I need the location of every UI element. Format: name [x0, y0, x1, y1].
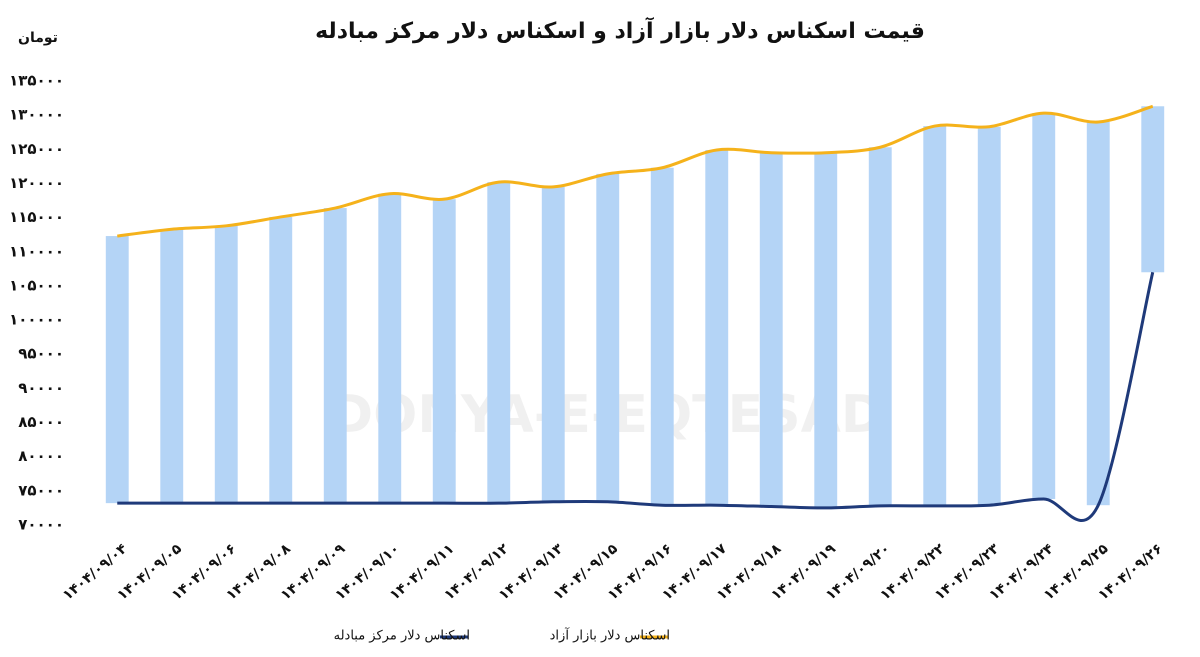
range-bar	[1032, 113, 1056, 500]
y-tick-label: ۹۰۰۰۰	[18, 379, 64, 397]
range-bar	[160, 229, 184, 504]
series-line	[117, 104, 1154, 238]
y-tick-label: ۸۵۰۰۰	[18, 413, 64, 431]
range-bar	[432, 199, 456, 504]
range-bar	[1086, 121, 1110, 506]
legend-label: اسکناس دلار بازار آزاد	[550, 627, 670, 644]
range-bar	[814, 152, 838, 508]
y-tick-label: ۸۰۰۰۰	[18, 447, 64, 465]
range-bar	[759, 152, 783, 507]
y-tick-label: ۱۰۵۰۰۰	[9, 276, 64, 294]
range-bar	[487, 182, 511, 504]
range-bar	[323, 208, 347, 504]
y-tick-label: ۷۵۰۰۰	[18, 481, 64, 499]
range-bar	[541, 186, 565, 502]
legend-label: اسکناس دلار مرکز مبادله	[334, 629, 470, 644]
y-tick-label: ۱۰۰۰۰۰	[9, 311, 64, 329]
range-bar	[977, 126, 1001, 506]
y-tick-label: ۱۲۵۰۰۰	[9, 140, 64, 158]
range-bar	[1141, 106, 1165, 273]
range-bar	[596, 173, 620, 502]
y-tick-label: ۱۳۵۰۰۰	[9, 72, 64, 90]
series-line	[117, 271, 1155, 522]
chart-title: قیمت اسکناس دلار بازار آزاد و اسکناس دلا…	[315, 16, 925, 44]
range-bar	[214, 225, 238, 504]
range-bar	[923, 126, 947, 506]
range-bar	[705, 149, 729, 506]
range-bar	[269, 216, 293, 504]
range-bar	[650, 167, 674, 506]
y-unit: تومان	[18, 30, 58, 46]
y-tick-label: ۱۱۰۰۰۰	[9, 242, 64, 260]
y-tick-label: ۷۰۰۰۰	[18, 516, 64, 534]
y-tick-label: ۹۵۰۰۰	[18, 345, 64, 363]
range-bar	[105, 236, 129, 504]
range-bar	[868, 147, 892, 506]
y-tick-label: ۱۱۵۰۰۰	[9, 208, 64, 226]
y-tick-label: ۱۲۰۰۰۰	[9, 174, 64, 192]
y-tick-label: ۱۳۰۰۰۰	[9, 106, 64, 124]
range-bar	[378, 193, 402, 504]
